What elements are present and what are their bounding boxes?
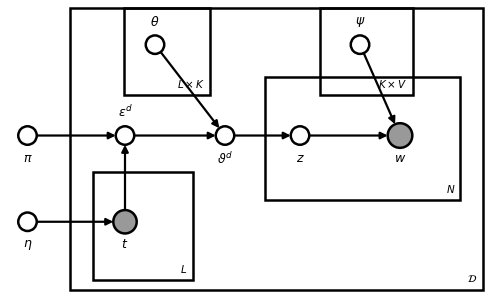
- Bar: [70, 8, 482, 290]
- Text: $\eta$: $\eta$: [22, 238, 32, 252]
- Text: $\psi$: $\psi$: [355, 14, 365, 29]
- Text: $L$: $L$: [180, 263, 188, 275]
- Text: $\varepsilon^d$: $\varepsilon^d$: [118, 104, 132, 120]
- Bar: [320, 8, 412, 95]
- Text: $z$: $z$: [296, 152, 304, 165]
- Ellipse shape: [216, 126, 234, 145]
- Text: $\mathcal{D}$: $\mathcal{D}$: [468, 273, 477, 284]
- Text: $\pi$: $\pi$: [22, 152, 32, 165]
- Bar: [92, 172, 192, 280]
- Text: $\vartheta^d$: $\vartheta^d$: [217, 151, 233, 167]
- Ellipse shape: [18, 126, 36, 145]
- Ellipse shape: [291, 126, 309, 145]
- Ellipse shape: [116, 126, 134, 145]
- Text: $w$: $w$: [394, 152, 406, 165]
- Ellipse shape: [351, 35, 369, 54]
- Ellipse shape: [388, 123, 412, 148]
- Bar: [124, 8, 210, 95]
- Ellipse shape: [18, 213, 36, 231]
- Ellipse shape: [146, 35, 164, 54]
- Text: $t$: $t$: [122, 238, 128, 251]
- Bar: [265, 77, 460, 200]
- Text: $\theta$: $\theta$: [150, 14, 160, 29]
- Text: $K \times V$: $K \times V$: [378, 78, 408, 90]
- Text: $L \times K$: $L \times K$: [177, 78, 205, 90]
- Ellipse shape: [114, 210, 136, 233]
- Text: $N$: $N$: [446, 183, 455, 195]
